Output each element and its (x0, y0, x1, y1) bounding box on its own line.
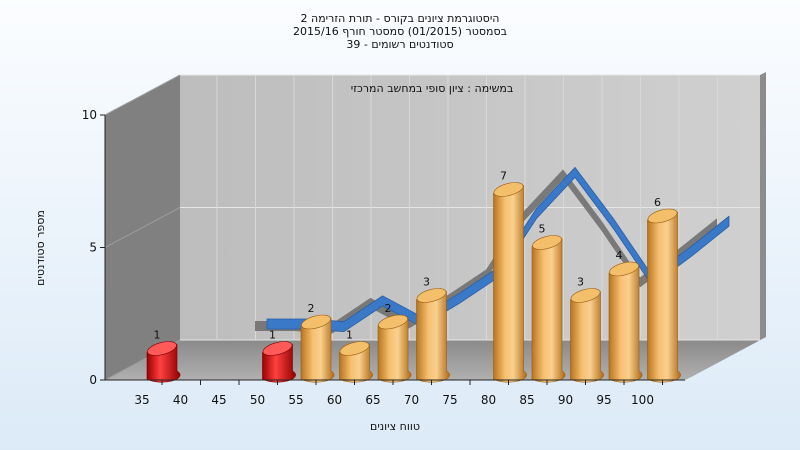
x-tick-label: 80 (481, 393, 496, 407)
x-tick-label: 40 (173, 393, 188, 407)
bar-value-label: 1 (346, 329, 353, 342)
bar-body (608, 264, 643, 383)
grid-line-left (104, 74, 181, 116)
chart-title-line-1: היסטוגרמת ציונים בקורס - תורת הזרימה 2 (300, 12, 500, 25)
bar-value-label: 2 (385, 302, 392, 315)
bar-55: 2 (300, 302, 335, 383)
x-tick-label: 65 (365, 393, 380, 407)
bar-95: 4 (608, 249, 643, 383)
x-tick-label: 90 (558, 393, 573, 407)
bar-value-label: 3 (577, 276, 584, 289)
y-axis-label: מספר סטודנטים (34, 210, 47, 286)
bar-top (416, 288, 447, 303)
x-tick-label: 70 (404, 393, 419, 407)
bar-top (301, 314, 331, 330)
y-tick-label: 5 (89, 241, 97, 255)
x-tick-label: 50 (250, 393, 265, 407)
bar-top (339, 341, 370, 356)
bar-body (531, 238, 566, 383)
bar-80: 7 (493, 170, 527, 383)
bar-100: 6 (647, 196, 681, 383)
bar-85: 5 (531, 223, 566, 383)
x-tick-label: 75 (442, 393, 457, 407)
bar-65: 2 (377, 302, 412, 383)
chart-title-line-3: סטודנטים רשומים - 39 (346, 38, 454, 51)
bar-top (262, 341, 293, 356)
y-tick-label: 0 (89, 373, 97, 387)
bar-60: 1 (339, 329, 373, 383)
bar-value-label: 7 (500, 170, 507, 183)
bar-value-label: 4 (616, 249, 623, 262)
bar-value-label: 1 (154, 329, 161, 342)
bar-body (647, 211, 681, 383)
grid-line-left (104, 207, 181, 248)
x-tick-label: 60 (327, 393, 342, 407)
bar-top (493, 182, 524, 197)
x-axis-label: טווח ציונים (370, 420, 420, 433)
floor-edge (685, 337, 766, 380)
bar-body (300, 317, 335, 383)
bar-top (378, 314, 408, 330)
bar-value-label: 3 (423, 276, 430, 289)
x-tick-label: 45 (211, 393, 226, 407)
bar-value-label: 1 (269, 329, 276, 342)
bar-body (570, 291, 604, 383)
bar-top (532, 235, 562, 250)
chart-subtitle: במשימה : ציון סופי במחשב המרכזי (351, 82, 514, 95)
bar-top (609, 261, 639, 277)
x-tick-label: 95 (596, 393, 611, 407)
bar-body (493, 185, 527, 383)
x-tick-label: 35 (134, 393, 149, 407)
bar-body (416, 291, 450, 383)
bar-top (647, 208, 678, 224)
bar-top (147, 341, 177, 356)
bar-35: 1 (146, 329, 181, 383)
bar-value-label: 6 (654, 196, 661, 209)
bar-70: 3 (416, 276, 450, 383)
bar-50: 1 (262, 329, 296, 383)
x-tick-label: 55 (288, 393, 303, 407)
y-tick-label: 10 (82, 108, 97, 122)
chart-title-line-2: בסמסטר (01/2015) סמסטר חורף 2015/16 (293, 25, 507, 38)
x-tick-label: 100 (631, 393, 654, 407)
bar-90: 3 (570, 276, 604, 383)
x-tick-label: 85 (519, 393, 534, 407)
bar-top (570, 288, 601, 303)
bar-value-label: 2 (308, 302, 315, 315)
bar-body (377, 317, 412, 383)
bar-value-label: 5 (539, 223, 546, 236)
back-wall-edge (760, 72, 766, 340)
